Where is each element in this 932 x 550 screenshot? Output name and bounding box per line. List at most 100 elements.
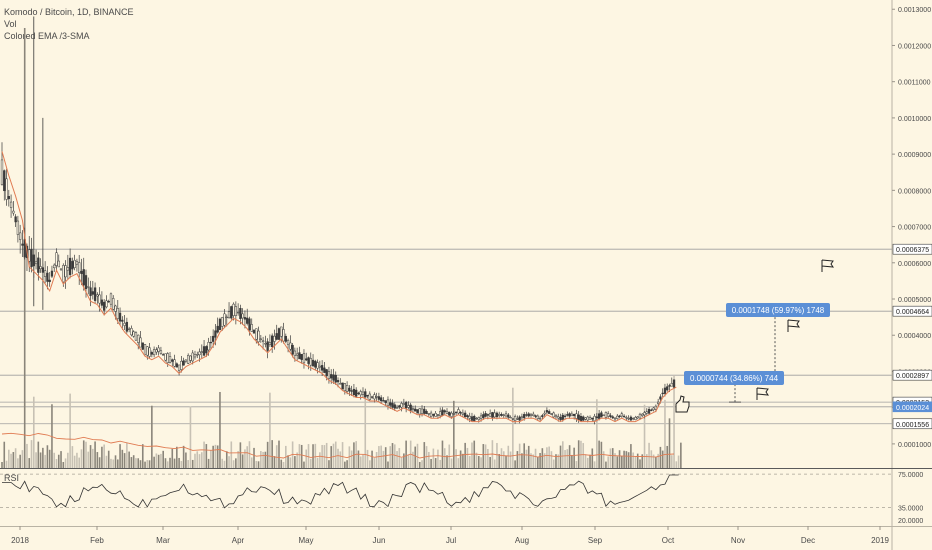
candle-body — [441, 409, 444, 416]
volume-bar — [71, 446, 74, 468]
volume-bar — [264, 451, 267, 468]
y-tick-label: 0.0010000 — [898, 116, 931, 123]
volume-bar — [477, 456, 480, 468]
volume-bar — [555, 454, 557, 468]
volume-bar — [586, 457, 589, 468]
candle-body — [341, 382, 344, 390]
volume-bar — [664, 399, 666, 468]
volume-bar — [344, 461, 346, 468]
x-tick-label: Oct — [662, 536, 675, 545]
volume-bar — [328, 460, 330, 468]
candle-body — [552, 412, 555, 418]
volume-bar — [405, 440, 407, 468]
volume-bar — [673, 375, 675, 468]
candle-body — [196, 354, 199, 356]
volume-bar — [650, 450, 653, 468]
volume-bar — [139, 460, 142, 468]
volume-bar — [157, 454, 160, 468]
candle-body — [407, 405, 410, 408]
volume-bar — [675, 461, 678, 468]
volume-bar — [648, 442, 650, 468]
volume-bar — [169, 457, 171, 468]
candle-body — [550, 413, 553, 415]
volume-bar — [67, 452, 69, 468]
volume-bar — [103, 444, 105, 468]
volume-bar — [487, 448, 489, 468]
candle-body — [3, 170, 6, 192]
candle-body — [89, 287, 92, 297]
volume-bar — [82, 440, 85, 468]
volume-bar — [632, 452, 634, 468]
candle-body — [121, 319, 124, 322]
volume-bar — [584, 454, 587, 468]
volume-bar — [44, 454, 46, 468]
volume-bar — [605, 461, 607, 468]
ema-line — [1, 151, 677, 423]
volume-bar — [530, 453, 532, 468]
candle-body — [316, 362, 319, 369]
volume-bar — [380, 445, 382, 468]
volume-bar — [641, 454, 644, 468]
volume-bar — [200, 452, 203, 468]
volume-bar — [493, 459, 496, 468]
candle-body — [66, 267, 69, 271]
candle-body — [64, 265, 67, 278]
volume-bar — [178, 457, 180, 468]
candle-body — [434, 412, 437, 417]
candle-body — [78, 262, 81, 273]
candle-body — [43, 270, 47, 277]
volume-bar — [600, 441, 603, 468]
volume-bar — [116, 459, 119, 468]
volume-bar — [337, 448, 339, 468]
candle-body — [634, 417, 637, 421]
candle-body — [457, 409, 460, 414]
volume-bar — [571, 454, 573, 468]
volume-bar — [26, 443, 28, 468]
candle-body — [600, 412, 603, 418]
y-tick-label: 0.0008000 — [898, 188, 931, 195]
volume-bar — [453, 400, 455, 468]
candle-body — [236, 312, 240, 314]
candle-body — [30, 248, 33, 268]
volume-bar — [273, 456, 276, 468]
volume-bar — [87, 451, 90, 468]
candle-body — [259, 338, 262, 340]
candle-body — [284, 335, 287, 342]
volume-bar — [37, 441, 40, 468]
candle-body — [557, 416, 560, 419]
candle-body — [609, 415, 612, 417]
volume-bar — [10, 453, 12, 468]
volume-bar — [46, 445, 49, 468]
volume-bar — [668, 418, 671, 468]
volume-bar — [505, 455, 507, 468]
x-tick-label: Dec — [801, 536, 815, 545]
candle-body — [28, 249, 31, 262]
candle-body — [618, 415, 621, 417]
candle-body — [523, 414, 526, 419]
volume-bar — [334, 441, 337, 468]
candle-body — [470, 416, 474, 421]
candle-body — [273, 335, 276, 342]
volume-bar — [566, 449, 569, 468]
y-tick-label: 0.0007000 — [898, 225, 931, 232]
volume-bar — [210, 450, 212, 468]
volume-bar — [14, 448, 17, 468]
volume-bar — [552, 459, 555, 468]
candle-body — [103, 301, 106, 311]
candle-body — [416, 409, 419, 414]
volume-bar — [219, 391, 221, 468]
volume-bar — [214, 444, 217, 468]
candle-body — [450, 412, 453, 417]
volume-bar — [1, 462, 3, 468]
volume-bar — [196, 451, 199, 468]
volume-bar — [255, 460, 258, 468]
volume-bar — [357, 450, 360, 468]
candle-body — [300, 354, 303, 360]
volume-bar — [616, 456, 619, 468]
volume-bar — [502, 451, 505, 468]
volume-bar — [623, 450, 625, 468]
candle-body — [507, 414, 510, 418]
volume-bar — [271, 440, 273, 468]
x-tick-label: 2019 — [871, 536, 889, 545]
